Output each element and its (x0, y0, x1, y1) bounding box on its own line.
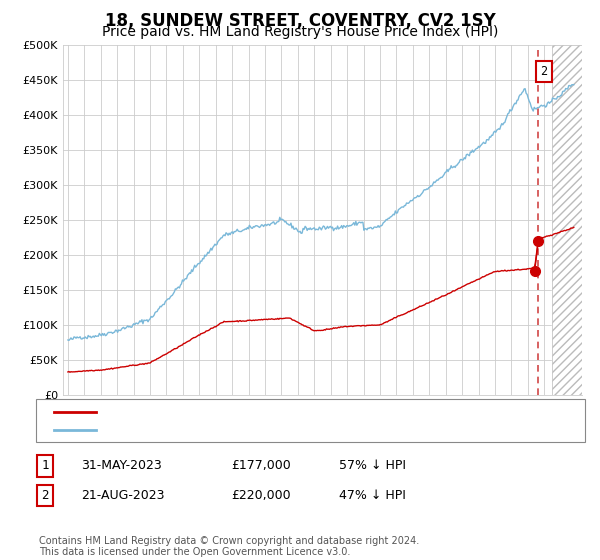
Text: Contains HM Land Registry data © Crown copyright and database right 2024.
This d: Contains HM Land Registry data © Crown c… (39, 535, 419, 557)
Text: 57% ↓ HPI: 57% ↓ HPI (339, 459, 406, 473)
Text: 21-AUG-2023: 21-AUG-2023 (81, 489, 164, 502)
Text: £177,000: £177,000 (231, 459, 291, 473)
Text: £220,000: £220,000 (231, 489, 290, 502)
Text: 31-MAY-2023: 31-MAY-2023 (81, 459, 162, 473)
Text: 47% ↓ HPI: 47% ↓ HPI (339, 489, 406, 502)
Text: 18, SUNDEW STREET, COVENTRY, CV2 1SY (detached house): 18, SUNDEW STREET, COVENTRY, CV2 1SY (de… (105, 405, 464, 419)
Text: HPI: Average price, detached house, Coventry: HPI: Average price, detached house, Cove… (105, 423, 377, 437)
Text: 2: 2 (541, 65, 548, 78)
Bar (553, 45, 590, 395)
Text: 2: 2 (41, 489, 49, 502)
Text: 18, SUNDEW STREET, COVENTRY, CV2 1SY: 18, SUNDEW STREET, COVENTRY, CV2 1SY (104, 12, 496, 30)
Text: 1: 1 (41, 459, 49, 473)
Bar (553, 45, 590, 395)
Text: Price paid vs. HM Land Registry's House Price Index (HPI): Price paid vs. HM Land Registry's House … (102, 25, 498, 39)
